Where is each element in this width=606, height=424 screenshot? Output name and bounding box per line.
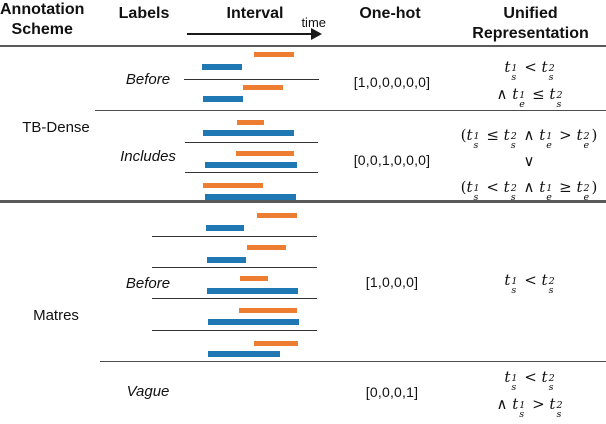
time-label: time [301, 15, 326, 30]
column-header-interval: Interval [226, 5, 284, 22]
relation-label-includes: Includes [120, 148, 176, 165]
relation-label-before-matres: Before [125, 275, 171, 292]
one-hot-vector-before-tbdense: [1,0,0,0,0,0] [353, 74, 431, 90]
column-header-labels: Labels [118, 5, 170, 22]
interval-bar-event1 [203, 96, 243, 102]
interval-bar-event2 [257, 213, 297, 218]
interval-bar-event2 [237, 120, 264, 125]
relation-label-vague: Vague [126, 383, 170, 400]
one-hot-vector-vague: [0,0,0,1] [365, 384, 419, 400]
interval-bar-event2 [243, 85, 283, 90]
interval-separator [184, 79, 319, 80]
relation-label-before-tbdense: Before [125, 71, 171, 88]
interval-bar-event1 [207, 288, 298, 294]
interval-bar-event1 [208, 319, 299, 325]
interval-bar-event1 [202, 64, 242, 70]
column-header-unified-representation: Unified Representation [472, 5, 589, 42]
section-divider [0, 200, 606, 203]
scheme-label-tb-dense: TB-Dense [22, 119, 90, 136]
interval-bar-event1 [208, 351, 280, 357]
interval-bar-event1 [205, 194, 296, 200]
interval-separator [185, 172, 318, 173]
interval-bar-event1 [207, 257, 246, 263]
interval-bar-event1 [206, 225, 244, 231]
interval-bar-event1 [203, 130, 294, 136]
interval-bar-event2 [247, 245, 286, 250]
interval-bar-event2 [254, 52, 294, 57]
interval-separator [185, 142, 318, 143]
interval-bar-event1 [205, 162, 297, 168]
column-header-one-hot: One-hot [359, 5, 421, 22]
interval-separator [152, 267, 317, 268]
interval-bar-event2 [239, 308, 297, 313]
interval-bar-event2 [203, 183, 263, 188]
one-hot-vector-includes: [0,0,1,0,0,0] [353, 152, 431, 168]
interval-bar-event2 [240, 276, 268, 281]
interval-separator [152, 236, 317, 237]
interval-bar-event2 [236, 151, 294, 156]
scheme-label-matres: Matres [33, 307, 79, 324]
header-rule [0, 45, 606, 47]
interval-separator [152, 330, 317, 331]
one-hot-vector-before-matres: [1,0,0,0] [365, 274, 419, 290]
column-header-annotation-scheme: Annotation Scheme [0, 1, 85, 38]
interval-separator [152, 298, 317, 299]
time-axis-arrow [187, 33, 314, 35]
time-axis-arrowhead-icon [311, 28, 322, 40]
row-divider [100, 361, 606, 362]
math-expression: ∨ [523, 152, 535, 170]
row-divider [95, 110, 606, 111]
interval-bar-event2 [254, 341, 298, 346]
